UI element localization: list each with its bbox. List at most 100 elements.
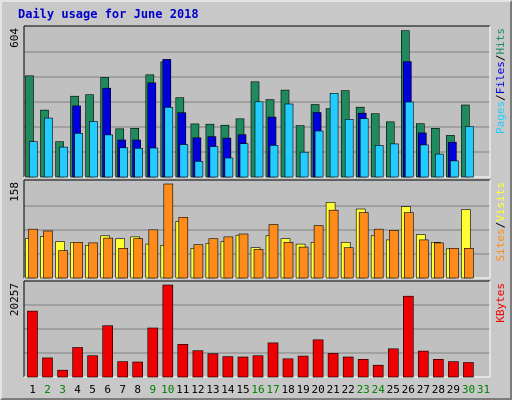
bar-sites-day-24 — [373, 228, 384, 279]
bar-sites-day-20 — [313, 225, 324, 279]
panel-legend: KBytes — [494, 283, 507, 323]
bar-pages-day-28 — [435, 153, 444, 178]
x-axis: 1 2 3 4 5 6 7 8 9 10 11 12 13 14 15 16 17 18 19 20 21 22 23 24 2… — [29, 383, 490, 396]
panel-legend: Pages/Files/Hits — [494, 28, 507, 134]
bar-sites-day-6 — [103, 237, 113, 279]
bar-kbytes-day-27 — [417, 350, 429, 378]
x-tick-label-27: 27 — [417, 383, 430, 396]
x-tick-label-7: 7 — [119, 383, 126, 396]
bar-sites-day-29 — [449, 248, 459, 279]
bar-pages-day-3 — [59, 146, 68, 178]
bar-sites-day-27 — [418, 239, 429, 279]
legend-item: / — [494, 55, 507, 62]
bar-pages-day-17 — [269, 145, 279, 178]
bar-pages-day-12 — [194, 161, 204, 178]
bar-pages-day-16 — [254, 101, 264, 178]
bar-kbytes-day-2 — [42, 357, 53, 378]
x-tick-label-31: 31 — [477, 383, 490, 396]
bar-pages-day-4 — [74, 133, 83, 178]
bar-kbytes-day-25 — [387, 348, 399, 378]
bar-sites-day-9 — [148, 229, 159, 279]
bar-pages-day-14 — [224, 157, 234, 178]
bar-pages-day-26 — [404, 101, 414, 178]
x-tick-label-1: 1 — [29, 383, 36, 396]
x-tick-label-16: 16 — [251, 383, 264, 396]
bar-sites-day-10 — [163, 183, 174, 279]
bar-pages-day-19 — [299, 151, 309, 178]
legend-item: Visits — [494, 182, 507, 222]
bar-kbytes-day-15 — [237, 356, 249, 378]
bar-kbytes-day-19 — [297, 355, 309, 378]
bar-kbytes-day-3 — [57, 369, 68, 378]
bar-kbytes-day-16 — [252, 355, 264, 378]
bar-pages-day-29 — [450, 160, 459, 178]
bar-kbytes-day-29 — [448, 361, 459, 378]
bar-kbytes-day-23 — [357, 358, 369, 378]
x-tick-label-4: 4 — [74, 383, 81, 396]
bar-pages-day-25 — [389, 143, 399, 178]
x-tick-label-3: 3 — [59, 383, 66, 396]
bar-kbytes-day-7 — [117, 361, 128, 378]
panel-kbytes: 20257 KBytes — [8, 280, 507, 378]
legend-item: KBytes — [494, 283, 507, 323]
bar-sites-day-19 — [298, 246, 309, 279]
chart-title: Daily usage for June 2018 — [18, 7, 199, 21]
bar-pages-day-5 — [89, 121, 98, 178]
bar-kbytes-day-5 — [87, 355, 98, 378]
x-tick-label-21: 21 — [327, 383, 340, 396]
bar-sites-day-12 — [193, 244, 204, 279]
bar-pages-day-6 — [104, 134, 113, 178]
bar-sites-day-30 — [464, 248, 474, 279]
bar-sites-day-4 — [73, 242, 83, 279]
bar-pages-day-8 — [134, 148, 143, 178]
bar-pages-day-24 — [374, 145, 384, 178]
bar-kbytes-day-4 — [72, 347, 83, 378]
bar-kbytes-day-18 — [282, 358, 294, 378]
bar-pages-day-9 — [149, 147, 159, 178]
bar-pages-day-18 — [284, 103, 294, 178]
bar-pages-day-22 — [344, 119, 354, 178]
x-tick-label-28: 28 — [432, 383, 445, 396]
bar-sites-day-22 — [343, 247, 354, 279]
bar-sites-day-18 — [283, 242, 294, 279]
x-tick-label-20: 20 — [311, 383, 324, 396]
legend-item: / — [494, 94, 507, 101]
bar-sites-day-28 — [434, 242, 444, 279]
bar-pages-day-21 — [329, 93, 339, 178]
bar-sites-day-26 — [403, 212, 414, 279]
x-tick-label-8: 8 — [134, 383, 141, 396]
bar-sites-day-15 — [238, 233, 249, 279]
x-tick-label-10: 10 — [161, 383, 174, 396]
x-tick-label-17: 17 — [266, 383, 279, 396]
bar-pages-day-23 — [359, 118, 369, 178]
x-tick-label-6: 6 — [104, 383, 111, 396]
bar-kbytes-day-24 — [372, 364, 384, 378]
bar-kbytes-day-12 — [192, 350, 204, 378]
bar-sites-day-2 — [43, 230, 53, 279]
x-tick-label-26: 26 — [402, 383, 415, 396]
bar-sites-day-11 — [178, 217, 189, 279]
bar-sites-day-1 — [28, 228, 38, 279]
x-tick-label-24: 24 — [372, 383, 386, 396]
bar-kbytes-day-14 — [222, 356, 234, 378]
legend-item: Hits — [494, 28, 507, 55]
bar-kbytes-day-21 — [327, 353, 339, 378]
x-tick-label-15: 15 — [236, 383, 249, 396]
y-max-label: 158 — [8, 182, 21, 202]
bar-sites-day-23 — [358, 212, 369, 279]
bar-kbytes-day-10 — [162, 284, 174, 378]
bar-pages-day-7 — [119, 147, 128, 178]
bar-sites-day-16 — [253, 249, 264, 279]
legend-item: Pages — [494, 101, 507, 134]
bar-pages-day-30 — [465, 126, 474, 178]
x-tick-label-19: 19 — [296, 383, 309, 396]
bar-kbytes-day-9 — [147, 327, 159, 378]
bar-sites-day-13 — [208, 238, 219, 279]
bar-pages-day-27 — [419, 144, 429, 178]
bar-kbytes-day-20 — [312, 339, 324, 378]
bar-pages-day-10 — [164, 107, 174, 178]
legend-item: Sites — [494, 228, 507, 261]
